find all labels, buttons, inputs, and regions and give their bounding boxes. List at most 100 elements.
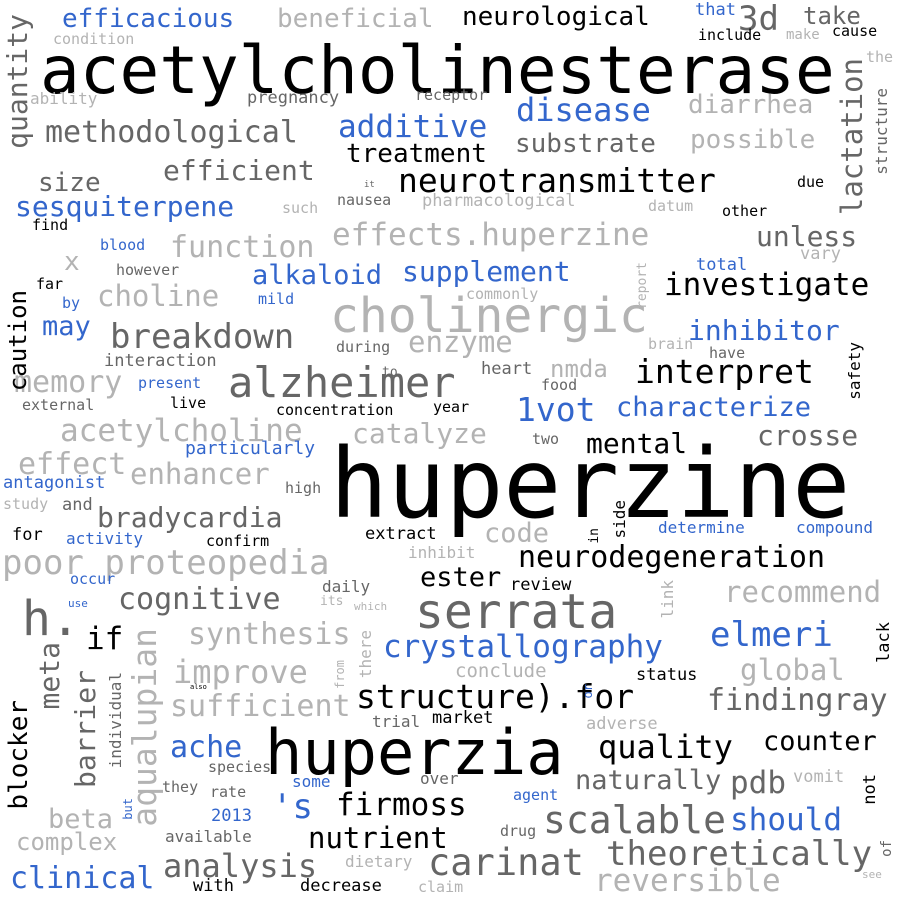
cloud-word: live	[170, 394, 207, 412]
cloud-word: lack	[874, 622, 894, 663]
cloud-word: 3d	[738, 0, 779, 39]
cloud-word: substrate	[515, 129, 656, 159]
cloud-word: such	[282, 199, 319, 217]
cloud-word: cause	[832, 22, 878, 40]
cloud-word: and	[62, 495, 93, 515]
cloud-word: poor proteopedia	[2, 543, 330, 583]
cloud-word: reversible	[594, 863, 781, 899]
cloud-word: size	[38, 168, 101, 198]
cloud-word: the	[866, 48, 894, 66]
cloud-word: decrease	[300, 876, 382, 896]
cloud-word: meta	[33, 642, 66, 710]
cloud-word: receptor	[415, 86, 488, 104]
cloud-word: with	[193, 876, 234, 896]
cloud-word: sesquiterpene	[15, 190, 235, 223]
cloud-word: status	[636, 665, 698, 685]
cloud-word: global	[740, 653, 845, 687]
cloud-word: nmda	[550, 355, 608, 383]
cloud-word: clinical	[10, 861, 155, 896]
cloud-word: firmoss	[336, 787, 467, 823]
cloud-word: enzyme	[408, 325, 513, 359]
cloud-word: carinat	[428, 841, 584, 884]
cloud-word: x	[64, 247, 80, 277]
cloud-word: year	[433, 398, 470, 416]
cloud-word: 2013	[211, 806, 252, 826]
cloud-word: diarrhea	[688, 90, 814, 120]
cloud-word: concentration	[276, 401, 394, 419]
cloud-word: 's	[272, 787, 313, 827]
cloud-word: they	[162, 778, 199, 796]
cloud-word: adverse	[586, 714, 658, 734]
cloud-word: food	[541, 376, 578, 394]
cloud-word: occur	[70, 570, 116, 588]
cloud-word: but	[121, 798, 135, 820]
cloud-word: acetylcholine	[60, 413, 303, 449]
cloud-word: function	[170, 230, 315, 265]
cloud-word: drug	[500, 822, 537, 840]
cloud-word: h.	[22, 591, 80, 647]
cloud-word: 1vot	[516, 390, 596, 429]
cloud-word: vary	[800, 244, 841, 264]
cloud-word: complex	[16, 828, 118, 856]
cloud-word: report	[635, 262, 650, 309]
cloud-word: huperzia	[265, 716, 564, 789]
cloud-word: analysis	[163, 847, 318, 885]
cloud-word: commonly	[466, 285, 539, 303]
cloud-word: caution	[4, 290, 32, 392]
cloud-word: nausea	[337, 191, 392, 209]
cloud-word: unless	[756, 220, 858, 253]
cloud-word: available	[165, 827, 252, 846]
cloud-word: disease	[516, 91, 651, 129]
cloud-word: use	[68, 597, 88, 610]
cloud-word: efficient	[163, 154, 315, 187]
cloud-word: beta	[48, 804, 114, 835]
cloud-word: rate	[210, 783, 247, 801]
cloud-word: effect	[18, 447, 127, 482]
cloud-word: or	[581, 684, 595, 699]
cloud-word: pregnancy	[247, 88, 340, 108]
cloud-word: find	[32, 216, 69, 234]
cloud-word: particularly	[185, 438, 316, 459]
cloud-word: individual	[106, 672, 125, 769]
cloud-word: include	[698, 26, 762, 44]
cloud-word: also	[190, 683, 207, 691]
cloud-word: trial	[372, 712, 421, 731]
cloud-word: lactation	[835, 58, 869, 216]
cloud-word: antagonist	[3, 473, 106, 493]
cloud-word: methodological	[45, 115, 298, 150]
cloud-word: claim	[418, 878, 464, 896]
cloud-word: alzheimer	[228, 358, 456, 407]
cloud-word: synthesis	[188, 617, 351, 652]
cloud-word: pdb	[730, 765, 786, 801]
cloud-word: efficacious	[62, 4, 235, 34]
cloud-word: that	[695, 0, 736, 20]
cloud-word: condition	[53, 30, 135, 48]
cloud-word: neurodegeneration	[518, 540, 826, 575]
cloud-word: of	[879, 840, 895, 857]
cloud-word: findingray	[707, 683, 888, 718]
cloud-word: activity	[66, 529, 144, 548]
cloud-word: it	[364, 180, 375, 190]
cloud-word: breakdown	[110, 317, 295, 357]
cloud-word: acetylcholinesterase	[40, 32, 835, 109]
cloud-word: ability	[30, 89, 98, 108]
cloud-word: mild	[258, 290, 295, 308]
cloud-word: have	[709, 344, 746, 362]
cloud-word: by	[62, 294, 81, 312]
cloud-word: aqualupian	[125, 628, 164, 827]
cloud-word: pharmacological	[422, 191, 576, 211]
cloud-word: its	[320, 594, 344, 609]
cloud-word: crystallography	[383, 629, 663, 665]
cloud-word: memory	[14, 365, 123, 400]
cloud-word: ester	[420, 562, 502, 593]
cloud-word: code	[484, 518, 550, 549]
cloud-word: for	[12, 525, 43, 545]
cloud-word: nutrient	[308, 821, 448, 855]
cloud-word: ache	[170, 730, 243, 765]
cloud-word: make	[786, 27, 820, 43]
cloud-word: study	[3, 495, 49, 513]
cloud-word: which	[354, 600, 388, 613]
cloud-word: elmeri	[710, 615, 833, 655]
cloud-word: high	[285, 479, 322, 497]
cloud-word: during	[336, 338, 391, 356]
